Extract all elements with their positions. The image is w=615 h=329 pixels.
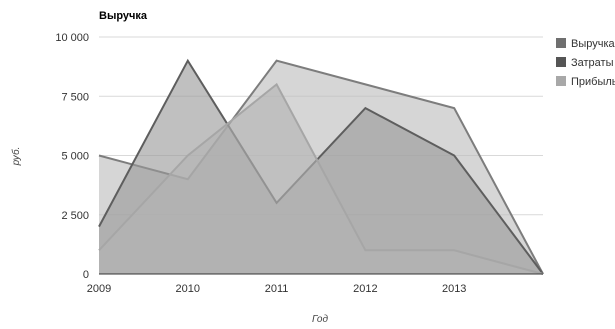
legend-swatch <box>556 38 566 48</box>
y-axis-title: руб. <box>10 147 22 167</box>
legend: Выручка Затраты Прибыль <box>556 38 615 88</box>
y-axis-ticks: 0 2 500 5 000 7 500 10 000 <box>55 32 89 281</box>
series-area <box>99 84 543 275</box>
y-tick-label: 10 000 <box>55 32 89 44</box>
chart-title: Выручка <box>99 10 148 22</box>
legend-swatch <box>556 57 566 67</box>
legend-label: Прибыль <box>571 76 615 88</box>
legend-item: Затраты <box>556 57 614 69</box>
x-tick-label: 2011 <box>265 283 289 295</box>
series-line <box>98 82 544 275</box>
x-axis-title: Год <box>312 314 328 325</box>
legend-item: Выручка <box>556 38 615 50</box>
y-tick-label: 5 000 <box>61 151 89 163</box>
x-tick-label: 2010 <box>176 283 200 295</box>
x-tick-label: 2012 <box>353 283 377 295</box>
x-axis-ticks: 2009 2010 2011 2012 2013 <box>87 283 467 295</box>
x-tick-label: 2009 <box>87 283 111 295</box>
x-tick-label: 2013 <box>442 283 466 295</box>
legend-label: Затраты <box>571 57 614 69</box>
y-tick-label: 2 500 <box>61 210 89 222</box>
y-tick-label: 0 <box>83 269 89 281</box>
legend-item: Прибыль <box>556 76 615 88</box>
y-tick-label: 7 500 <box>61 91 89 103</box>
series-areas <box>98 58 544 275</box>
legend-label: Выручка <box>571 38 615 50</box>
series-line <box>98 58 544 275</box>
legend-swatch <box>556 76 566 86</box>
